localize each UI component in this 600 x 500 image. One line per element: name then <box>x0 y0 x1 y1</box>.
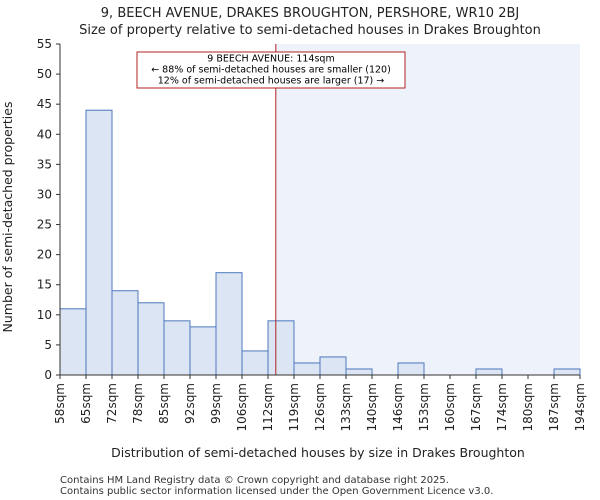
x-tick-label: 153sqm <box>417 383 431 431</box>
x-axis-label: Distribution of semi-detached houses by … <box>111 445 525 460</box>
bar-146sqm <box>397 362 425 376</box>
x-tick-label: 99sqm <box>209 383 223 424</box>
x-tick-label: 180sqm <box>521 383 535 431</box>
footer-line-1: Contains HM Land Registry data © Crown c… <box>60 475 449 486</box>
y-tick-label: 45 <box>37 97 52 111</box>
chart-subtitle: Size of property relative to semi-detach… <box>79 23 541 38</box>
x-tick-label: 106sqm <box>235 383 249 431</box>
y-tick-label: 25 <box>37 218 52 232</box>
x-tick-label: 187sqm <box>547 383 561 431</box>
y-tick-label: 15 <box>37 278 52 292</box>
bar-106sqm <box>241 350 269 376</box>
x-tick-label: 167sqm <box>469 383 483 431</box>
x-ticks-group: 58sqm 65sqm 72sqm 78sqm 85sqm 92sqm 99sqm 106sq… <box>53 375 587 431</box>
y-tick-label: 30 <box>37 187 52 201</box>
x-tick-label: 65sqm <box>79 383 93 424</box>
x-tick-label: 126sqm <box>313 383 327 431</box>
x-tick-label: 119sqm <box>287 383 301 431</box>
x-tick-label: 112sqm <box>261 383 275 431</box>
larger-region-shading <box>275 44 580 375</box>
y-tick-label: 5 <box>44 338 52 352</box>
bar-58sqm <box>59 308 87 376</box>
y-tick-label: 0 <box>44 368 52 382</box>
bar-187sqm <box>553 368 581 376</box>
bar-92sqm <box>189 326 217 376</box>
bar-126sqm <box>319 356 347 376</box>
annotation-box: 9 BEECH AVENUE: 114sqm ← 88% of semi-det… <box>136 51 406 89</box>
x-tick-label: 92sqm <box>183 383 197 424</box>
x-tick-label: 174sqm <box>495 383 509 431</box>
x-tick-label: 85sqm <box>157 383 171 424</box>
x-tick-label: 78sqm <box>131 383 145 424</box>
y-tick-label: 55 <box>37 37 52 51</box>
chart-title: 9, BEECH AVENUE, DRAKES BROUGHTON, PERSH… <box>101 6 519 21</box>
bar-133sqm <box>345 368 373 376</box>
bar-167sqm <box>475 368 503 376</box>
x-tick-label: 146sqm <box>391 383 405 431</box>
y-tick-label: 20 <box>37 248 52 262</box>
annotation-line-3: 12% of semi-detached houses are larger (… <box>158 76 385 87</box>
bar-112sqm <box>267 320 295 376</box>
bar-119sqm <box>293 362 321 376</box>
y-tick-label: 40 <box>37 127 52 141</box>
y-tick-label: 35 <box>37 157 52 171</box>
x-tick-label: 140sqm <box>365 383 379 431</box>
y-axis-label: Number of semi-detached properties <box>0 102 15 333</box>
y-ticks-group: 0 5 10 15 20 25 30 35 40 45 50 55 <box>37 37 60 382</box>
x-tick-label: 72sqm <box>105 383 119 424</box>
bar-78sqm <box>137 302 165 376</box>
annotation-line-1: 9 BEECH AVENUE: 114sqm <box>207 54 334 65</box>
x-tick-label: 58sqm <box>53 383 67 424</box>
bar-72sqm <box>111 290 139 376</box>
bar-99sqm <box>215 272 243 376</box>
bar-85sqm <box>163 320 191 376</box>
bar-65sqm <box>85 109 113 376</box>
bars-group <box>59 109 581 376</box>
x-tick-label: 160sqm <box>443 383 457 431</box>
annotation-border <box>136 51 406 89</box>
annotation-line-2: ← 88% of semi-detached houses are smalle… <box>151 65 391 76</box>
x-tick-label: 194sqm <box>573 383 587 431</box>
y-tick-label: 50 <box>37 67 52 81</box>
footer-line-2: Contains public sector information licen… <box>60 486 493 497</box>
x-tick-label: 133sqm <box>339 383 353 431</box>
y-tick-label: 10 <box>37 308 52 322</box>
